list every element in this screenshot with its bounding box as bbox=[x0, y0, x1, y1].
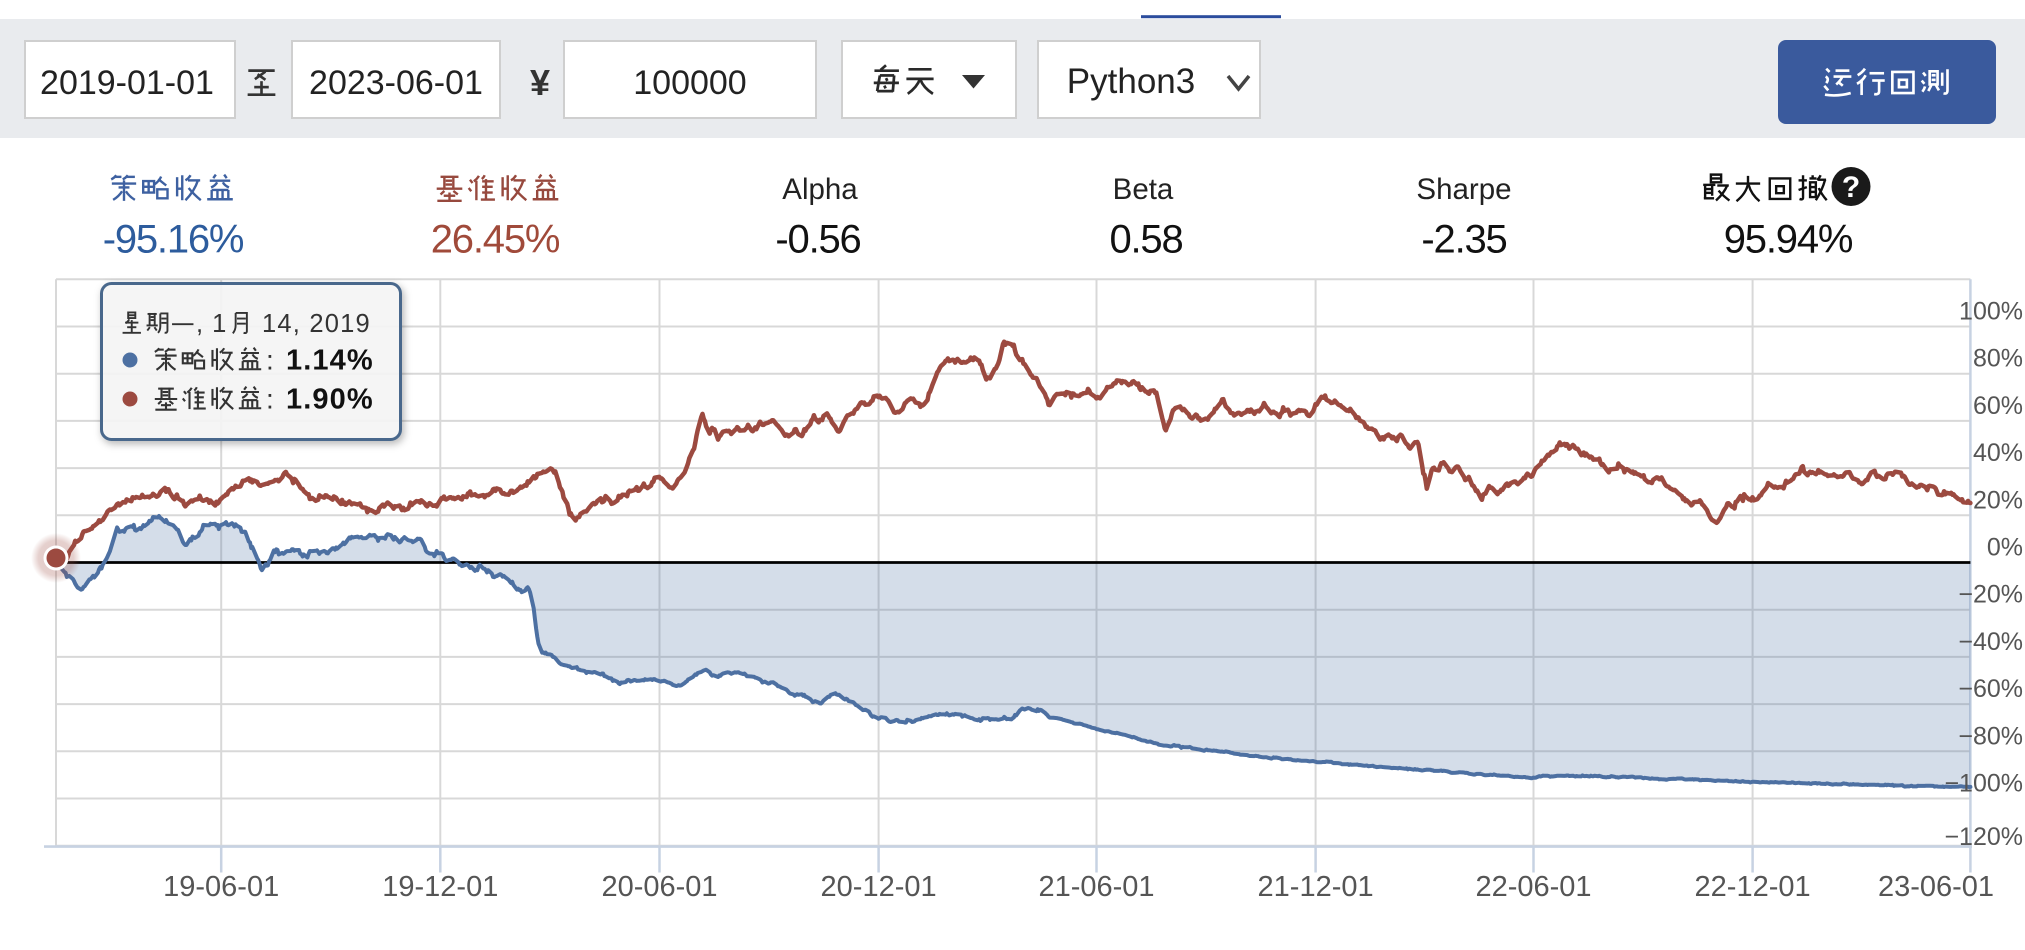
svg-text:−60%: −60% bbox=[1958, 675, 2023, 703]
svg-text:22-12-01: 22-12-01 bbox=[1695, 871, 1811, 903]
svg-text:-2.35: -2.35 bbox=[1421, 218, 1506, 262]
svg-text:23-06-01: 23-06-01 bbox=[1878, 871, 1994, 903]
svg-text:21-12-01: 21-12-01 bbox=[1258, 871, 1374, 903]
svg-text:−120%: −120% bbox=[1944, 823, 2023, 851]
svg-text:Alpha: Alpha bbox=[782, 173, 858, 206]
svg-text:Sharpe: Sharpe bbox=[1416, 173, 1511, 206]
svg-text:95.94%: 95.94% bbox=[1724, 218, 1853, 262]
svg-text:40%: 40% bbox=[1973, 439, 2023, 467]
svg-text:14, 2019: 14, 2019 bbox=[262, 310, 371, 338]
svg-text:0%: 0% bbox=[1987, 534, 2023, 562]
svg-text:1.14%: 1.14% bbox=[286, 345, 374, 377]
svg-text:21-06-01: 21-06-01 bbox=[1038, 871, 1154, 903]
svg-text:100%: 100% bbox=[1959, 298, 2023, 326]
svg-text::: : bbox=[266, 384, 274, 415]
svg-text:-0.56: -0.56 bbox=[775, 218, 860, 262]
svg-text:, 1: , 1 bbox=[196, 310, 227, 338]
svg-text:80%: 80% bbox=[1973, 345, 2023, 373]
svg-text:22-06-01: 22-06-01 bbox=[1475, 871, 1591, 903]
svg-text:¥: ¥ bbox=[530, 62, 550, 103]
svg-text:?: ? bbox=[1842, 171, 1860, 204]
svg-text:−100%: −100% bbox=[1944, 770, 2023, 798]
svg-text:20-12-01: 20-12-01 bbox=[821, 871, 937, 903]
svg-text:20%: 20% bbox=[1973, 486, 2023, 514]
svg-text:Python3: Python3 bbox=[1067, 62, 1195, 101]
svg-text:19-12-01: 19-12-01 bbox=[382, 871, 498, 903]
svg-text:100000: 100000 bbox=[633, 64, 746, 102]
svg-text:-95.16%: -95.16% bbox=[103, 218, 244, 262]
svg-text:−40%: −40% bbox=[1958, 628, 2023, 656]
svg-text:−80%: −80% bbox=[1958, 722, 2023, 750]
svg-text::: : bbox=[266, 345, 274, 376]
svg-text:2019-01-01: 2019-01-01 bbox=[40, 64, 214, 102]
svg-text:1.90%: 1.90% bbox=[286, 384, 374, 416]
svg-text:0.58: 0.58 bbox=[1109, 218, 1182, 262]
svg-text:2023-06-01: 2023-06-01 bbox=[309, 64, 483, 102]
svg-text:−20%: −20% bbox=[1958, 581, 2023, 609]
svg-text:20-06-01: 20-06-01 bbox=[601, 871, 717, 903]
svg-text:19-06-01: 19-06-01 bbox=[163, 871, 279, 903]
svg-text:60%: 60% bbox=[1973, 392, 2023, 420]
svg-text:26.45%: 26.45% bbox=[431, 218, 560, 262]
svg-text:Beta: Beta bbox=[1113, 173, 1174, 206]
